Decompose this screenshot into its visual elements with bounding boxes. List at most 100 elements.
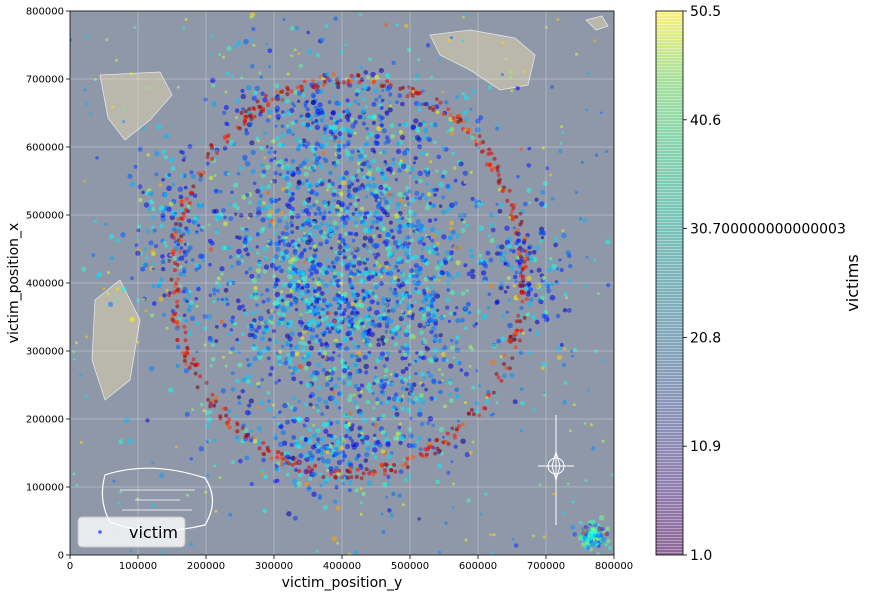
scatter-point bbox=[346, 189, 351, 194]
scatter-point bbox=[414, 273, 419, 279]
scatter-point bbox=[381, 342, 386, 346]
land-shape-sw bbox=[91, 279, 141, 401]
scatter-point bbox=[150, 215, 156, 220]
scatter-point bbox=[516, 313, 521, 318]
scatter-point bbox=[211, 101, 217, 107]
scatter-point bbox=[241, 377, 246, 383]
scatter-point bbox=[185, 347, 190, 351]
scatter-point bbox=[444, 100, 449, 105]
scatter-point bbox=[348, 129, 354, 135]
scatter-point bbox=[433, 307, 437, 312]
scatter-point bbox=[352, 399, 358, 405]
scatter-point bbox=[354, 369, 360, 374]
scatter-point bbox=[394, 248, 399, 252]
scatter-point bbox=[337, 468, 342, 473]
scatter-point bbox=[107, 271, 110, 274]
scatter-point bbox=[392, 463, 396, 467]
scatter-point bbox=[525, 252, 531, 258]
scatter-point bbox=[431, 325, 437, 332]
scatter-point bbox=[184, 207, 188, 212]
scatter-point bbox=[339, 358, 346, 365]
scatter-point bbox=[158, 205, 165, 211]
scatter-point bbox=[332, 275, 337, 280]
scatter-point bbox=[276, 354, 282, 361]
scatter-point bbox=[389, 372, 393, 376]
scatter-point bbox=[265, 288, 270, 293]
scatter-point bbox=[328, 217, 333, 221]
scatter-point bbox=[274, 135, 280, 141]
scatter-point bbox=[324, 371, 331, 377]
scatter-point bbox=[429, 285, 434, 289]
scatter-point bbox=[226, 45, 232, 51]
scatter-point bbox=[333, 135, 338, 140]
scatter-point bbox=[420, 254, 425, 260]
scatter-point bbox=[475, 127, 481, 133]
scatter-point bbox=[291, 376, 297, 382]
scatter-point bbox=[206, 439, 211, 443]
scatter-point bbox=[308, 402, 313, 407]
scatter-point bbox=[388, 100, 392, 105]
scatter-point bbox=[447, 235, 454, 241]
scatter-point bbox=[520, 299, 525, 304]
scatter-point bbox=[495, 165, 500, 170]
scatter-point bbox=[514, 279, 518, 284]
scatter-point bbox=[186, 331, 193, 337]
scatter-point bbox=[449, 345, 455, 351]
scatter-point bbox=[290, 192, 295, 196]
scatter-point bbox=[345, 98, 350, 103]
scatter-point bbox=[208, 404, 213, 409]
scatter-point bbox=[160, 213, 166, 218]
scatter-point bbox=[191, 408, 195, 412]
scatter-point bbox=[470, 196, 475, 201]
scatter-point bbox=[306, 305, 311, 310]
scatter-point bbox=[507, 298, 511, 302]
scatter-point bbox=[178, 265, 183, 270]
scatter-point bbox=[431, 313, 437, 319]
scatter-point bbox=[280, 255, 286, 261]
scatter-point bbox=[303, 354, 307, 358]
scatter-point bbox=[499, 354, 503, 359]
scatter-point bbox=[295, 85, 300, 90]
scatter-point bbox=[520, 400, 525, 406]
scatter-point bbox=[371, 416, 376, 422]
x-axis-label: victim_position_y bbox=[282, 575, 403, 591]
scatter-point bbox=[474, 400, 480, 406]
scatter-point bbox=[240, 93, 247, 100]
scatter-point bbox=[366, 214, 371, 219]
legend: victim bbox=[77, 516, 186, 548]
scatter-point bbox=[235, 260, 242, 266]
scatter-point bbox=[442, 314, 446, 318]
scatter-point bbox=[354, 320, 358, 324]
scatter-point bbox=[241, 107, 245, 111]
scatter-point bbox=[224, 90, 228, 94]
scatter-point bbox=[166, 185, 172, 192]
scatter-point bbox=[347, 411, 353, 416]
scatter-point bbox=[362, 280, 367, 285]
scatter-point bbox=[387, 107, 393, 113]
scatter-point bbox=[182, 358, 187, 363]
scatter-point bbox=[236, 40, 242, 46]
scatter-point bbox=[424, 345, 429, 349]
scatter-point bbox=[325, 458, 331, 464]
scatter-point bbox=[441, 357, 447, 363]
scatter-point bbox=[563, 381, 568, 385]
scatter-point bbox=[570, 349, 573, 353]
scatter-point bbox=[401, 310, 405, 314]
scatter-point bbox=[522, 290, 527, 295]
scatter-point bbox=[400, 406, 405, 411]
scatter-point bbox=[275, 113, 281, 120]
scatter-point bbox=[306, 289, 311, 294]
scatter-point bbox=[174, 288, 179, 293]
scatter-point bbox=[195, 304, 199, 308]
scatter-point bbox=[330, 395, 336, 401]
scatter-point bbox=[229, 346, 236, 352]
scatter-point bbox=[517, 283, 522, 288]
scatter-point bbox=[432, 122, 438, 128]
scatter-point bbox=[489, 533, 493, 537]
scatter-point bbox=[303, 171, 309, 177]
scatter-point bbox=[294, 301, 299, 305]
scatter-point bbox=[345, 205, 350, 210]
scatter-point bbox=[318, 89, 324, 95]
scatter-point bbox=[210, 398, 215, 403]
scatter-point bbox=[279, 268, 284, 274]
